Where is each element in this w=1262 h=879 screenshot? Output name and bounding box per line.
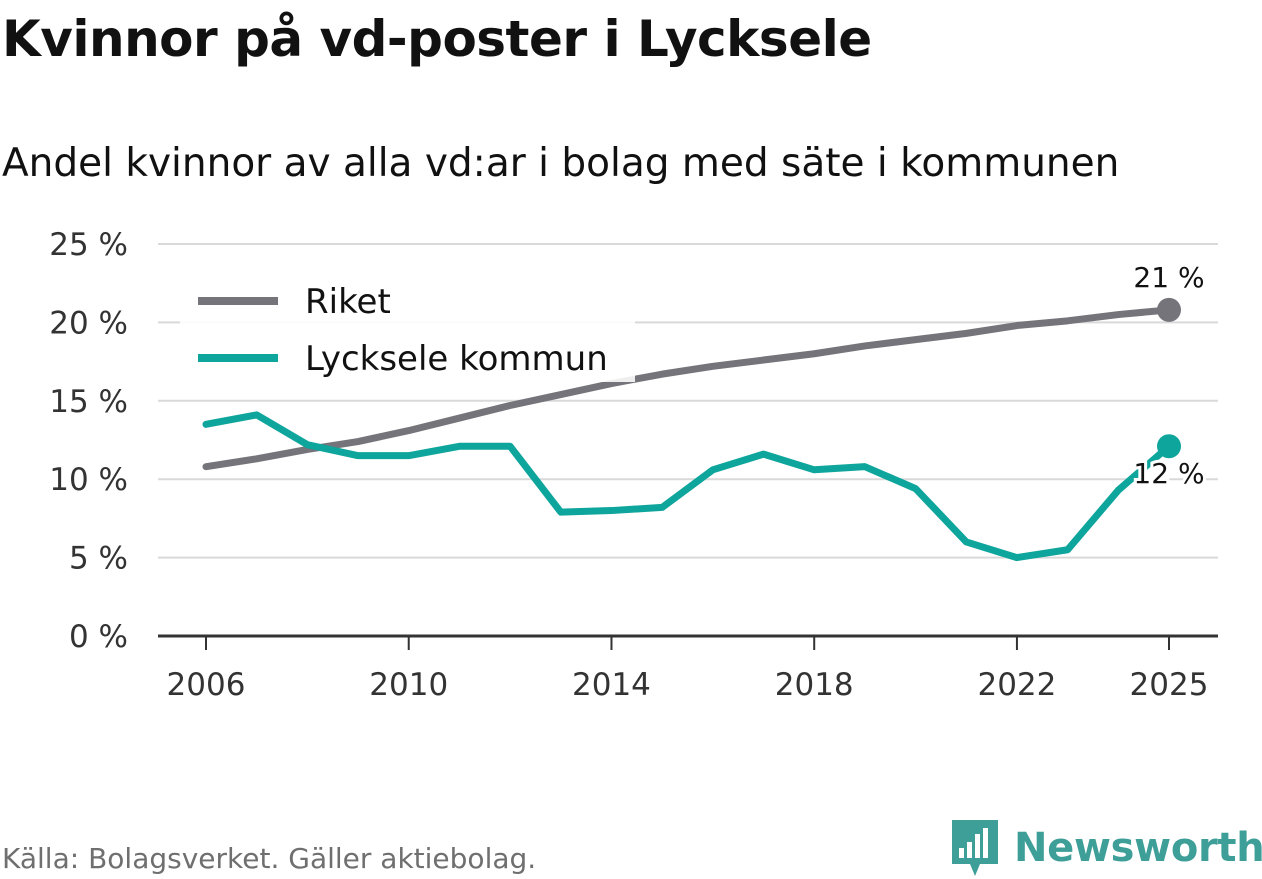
source-note: Källa: Bolagsverket. Gäller aktiebolag.	[2, 842, 537, 875]
x-tick-label: 2018	[775, 667, 854, 703]
y-tick-label: 15 %	[49, 384, 128, 420]
legend-background	[180, 272, 635, 382]
series-line-riket	[202, 306, 1173, 471]
bar-chart-logo-icon	[952, 820, 998, 876]
chart-title: Kvinnor på vd-poster i Lycksele	[2, 10, 872, 68]
series-line-lycksele	[202, 411, 1173, 562]
legend-label-lycksele: Lycksele kommun	[305, 339, 608, 379]
y-axis-tick-labels: 0 % 5 % 10 % 15 % 20 % 25 %	[49, 227, 128, 655]
series-lines	[202, 306, 1173, 562]
x-axis-ticks: 2006 2010 2014 2018 2022 2025	[167, 636, 1209, 703]
x-tick-label: 2014	[572, 667, 651, 703]
y-tick-label: 0 %	[69, 619, 128, 655]
x-tick-label: 2025	[1130, 667, 1209, 703]
series-end-marker	[1157, 297, 1181, 322]
x-tick-label: 2006	[167, 667, 246, 703]
series-end-markers	[1157, 297, 1181, 459]
chart-subtitle: Andel kvinnor av alla vd:ar i bolag med …	[2, 141, 1120, 186]
end-label-riket: 21 %	[1133, 261, 1204, 294]
line-chart: 0 %5 %10 %15 %20 %25 % 2006 2010 2014 2018 2…	[49, 227, 1218, 703]
legend-label-riket: Riket	[305, 282, 391, 322]
series-end-marker	[1157, 434, 1181, 459]
brand-name: Newsworthy	[1014, 825, 1262, 871]
legend: Riket Lycksele kommun	[180, 272, 635, 382]
y-tick-label: 25 %	[49, 227, 128, 263]
x-tick-label: 2022	[977, 667, 1056, 703]
x-tick-label: 2010	[369, 667, 448, 703]
y-tick-label: 5 %	[69, 541, 128, 577]
brand-logo: Newsworthy	[950, 818, 1262, 878]
end-label-lycksele: 12 %	[1133, 457, 1204, 490]
y-tick-label: 20 %	[49, 305, 128, 341]
y-tick-label: 10 %	[49, 462, 128, 498]
